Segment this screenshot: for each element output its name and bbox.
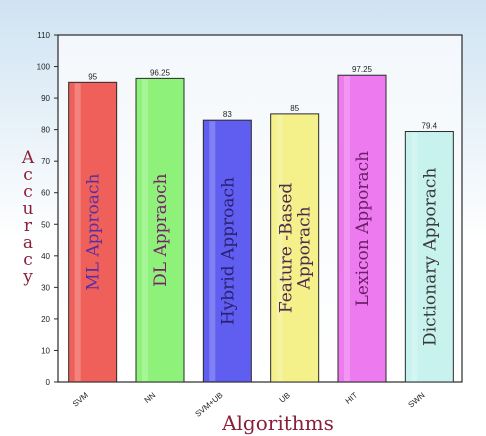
y-axis-title-letter: A	[21, 148, 35, 168]
y-axis-title-letter: y	[22, 267, 33, 287]
y-tick-label: 110	[37, 31, 50, 40]
y-axis-title-letter: r	[24, 216, 33, 236]
y-tick-label: 90	[41, 94, 50, 103]
y-tick-label: 10	[41, 346, 50, 355]
bar-highlight	[276, 114, 283, 381]
bar-approach-label: Feature -Based	[277, 183, 297, 314]
bar-approach-label: ML Approach	[84, 174, 104, 291]
bar-swn	[404, 131, 454, 383]
bar-value-label: 97.25	[352, 65, 373, 74]
bar-hit	[337, 74, 387, 383]
bar-value-label: 83	[223, 110, 232, 119]
y-tick-label: 40	[41, 252, 50, 261]
y-axis-title-letter: c	[23, 182, 33, 202]
bar-highlight	[209, 121, 216, 381]
y-tick-label: 50	[41, 220, 50, 229]
bar-approach-label: DL Appraoch	[151, 173, 171, 286]
bar-ub	[270, 113, 320, 383]
bar-value-label: 85	[290, 104, 299, 113]
y-tick-label: 30	[41, 283, 50, 292]
y-tick-label: 0	[46, 378, 51, 387]
bar-value-label: 79.4	[422, 122, 438, 131]
y-axis-title-letter: u	[23, 199, 34, 219]
y-tick-label: 80	[41, 126, 50, 135]
bar-approach-label: Apporach	[295, 206, 315, 290]
bar-svm	[68, 81, 118, 383]
x-axis-title: Algorithms	[221, 411, 334, 435]
y-tick-label: 100	[37, 63, 51, 72]
bar-value-label: 96.25	[150, 68, 171, 77]
plot-area	[57, 34, 463, 383]
bar-highlight	[411, 132, 418, 381]
y-axis-title-letter: c	[23, 165, 33, 185]
bar-approach-label: Hybrid Approach	[218, 177, 238, 325]
y-axis-title-letter: a	[23, 233, 33, 253]
bar-value-label: 95	[88, 72, 97, 81]
bar-highlight	[74, 83, 81, 382]
y-tick-label: 60	[41, 189, 50, 198]
bar-nn	[135, 77, 185, 383]
bar-svm-ub	[202, 119, 252, 383]
bar-approach-label: Lexicon Apporach	[353, 151, 373, 307]
bar-highlight	[142, 79, 148, 381]
bar-highlight	[344, 76, 350, 381]
y-axis-title-letter: c	[23, 250, 33, 270]
y-tick-label: 70	[41, 157, 50, 166]
y-tick-label: 20	[41, 315, 50, 324]
bar-approach-label: Dictionary Apporach	[420, 168, 440, 346]
